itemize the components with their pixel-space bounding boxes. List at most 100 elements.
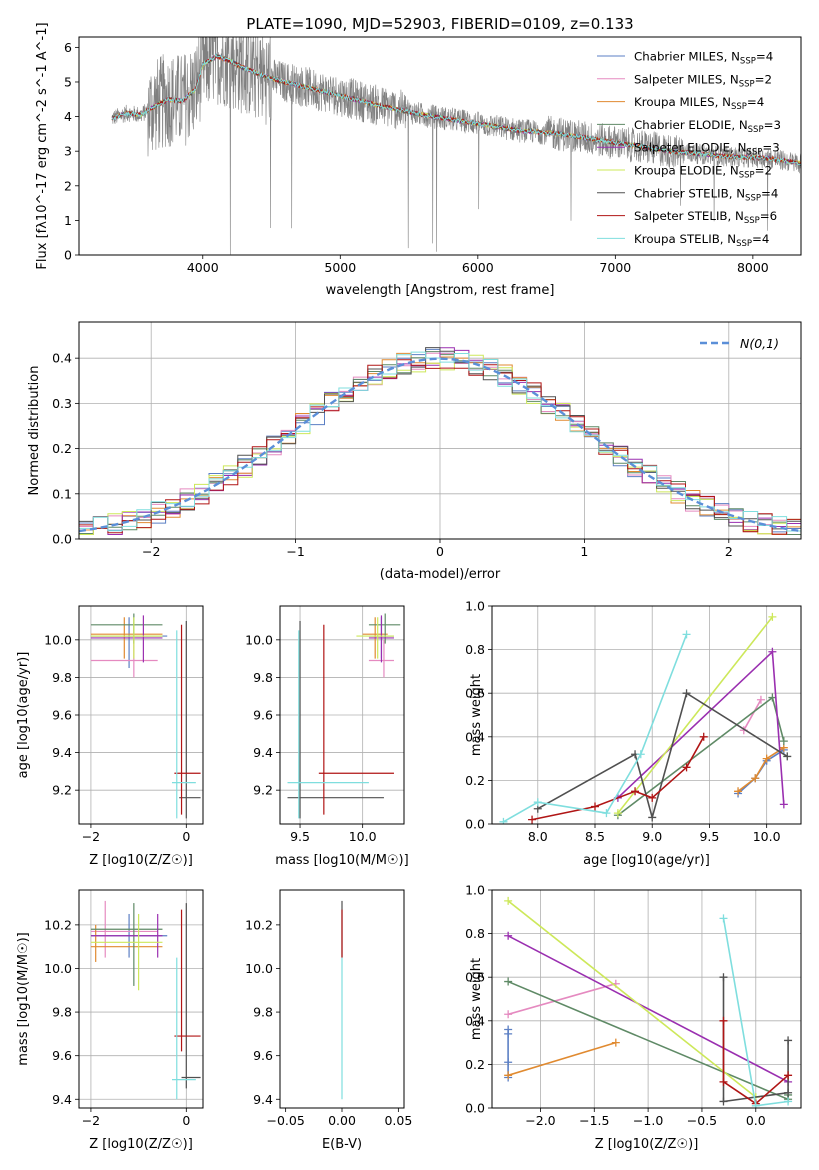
mass-weight-marker (784, 1088, 793, 1097)
x-tick-label: −2 (142, 544, 160, 559)
x-tick-label: 6000 (462, 260, 494, 275)
x-tick-label: 8.5 (585, 829, 605, 844)
mass-weight-line (737, 747, 785, 792)
massweight-vs-age-y-axis-label: mass weight (469, 674, 484, 756)
x-tick-label: −1.0 (633, 1113, 663, 1128)
x-tick-label: 8.0 (528, 829, 548, 844)
histogram-step-line (79, 359, 801, 535)
y-tick-label: 0.1 (52, 486, 72, 501)
x-tick-label: −2 (82, 1113, 100, 1128)
mass-weight-marker (784, 1071, 793, 1080)
legend-entry: Kroupa STELIB, NSSP=4 (634, 232, 769, 249)
x-tick-label: −1 (286, 544, 304, 559)
mass-weight-marker (768, 612, 777, 621)
mass-weight-line (507, 1041, 617, 1077)
y-tick-label: 10.2 (245, 917, 273, 932)
y-tick-label: 10.0 (245, 961, 273, 976)
x-tick-label: 4000 (187, 260, 219, 275)
y-tick-label: 0.0 (465, 1101, 485, 1116)
massweight-vs-Z-plot-area (492, 890, 801, 1108)
x-tick-label: −0.05 (266, 1113, 304, 1128)
mass-vs-ebv-x-axis-label: E(B-V) (322, 1137, 362, 1152)
histogram-step-line (79, 347, 801, 530)
y-tick-label: 9.2 (253, 783, 273, 798)
mass-vs-Z-y-axis-label: mass [log10(M/M☉)] (16, 932, 31, 1065)
legend-subscript: SSP (748, 125, 764, 135)
mass-weight-marker (504, 977, 513, 986)
mass-weight-marker (591, 802, 599, 811)
y-tick-label: 0.8 (465, 926, 485, 941)
age-vs-Z-plot-area (79, 606, 203, 824)
mass-weight-marker (783, 752, 792, 761)
x-tick-label: 9.5 (699, 829, 719, 844)
mass-weight-marker (631, 787, 640, 796)
x-tick-label: 7000 (599, 260, 631, 275)
mass-weight-line (531, 736, 705, 821)
histogram-legend-label: N(0,1) (740, 336, 779, 351)
age-vs-mass-plot-area (280, 606, 404, 824)
mass-weight-marker (533, 798, 542, 807)
mass-weight-marker (504, 896, 513, 905)
y-tick-label: 0.4 (52, 351, 72, 366)
legend-nssp: =3 (762, 141, 779, 155)
x-tick-label: 9.5 (290, 829, 310, 844)
mass-weight-line (507, 982, 617, 1016)
histogram-y-axis-label: Normed distribution (27, 366, 42, 496)
y-tick-label: 0.2 (465, 1057, 485, 1072)
massweight-vs-metallicity-panel: −2.0 −1.5 −1.0 −0.5 0.0 0.0 0.2 0.4 0.6 0.8 1.0 Z [… (465, 883, 802, 1152)
age-vs-metallicity-panel: −2 0 9.2 9.4 9.6 9.8 10.0 Z [log10(Z/Z☉)] age [l… (16, 605, 204, 868)
y-tick-label: 9.6 (52, 1048, 72, 1063)
massweight-vs-age-frame (491, 605, 802, 825)
histogram-step-line (79, 347, 801, 535)
spectrum-plot-area (111, 37, 801, 255)
massweight-vs-Z-y-axis-label: mass weight (469, 958, 484, 1040)
legend-subscript: SSP (731, 102, 747, 112)
legend-nssp: =4 (756, 50, 773, 64)
mass-weight-marker (751, 1101, 760, 1108)
legend-nssp: =4 (761, 186, 778, 200)
legend-entry: Chabrier STELIB, NSSP=4 (634, 186, 778, 203)
mass-weight-marker (756, 695, 765, 704)
mass-vs-Z-frame (78, 889, 204, 1109)
age-vs-mass-panel: 9.5 10.0 9.2 9.4 9.6 9.8 10.0 mass [log10(M/M☉)… (245, 605, 409, 868)
normal-reference-curve (79, 357, 801, 533)
y-tick-label: 0.4 (465, 1013, 485, 1028)
mass-weight-marker (613, 809, 622, 818)
legend-entry: Salpeter ELODIE, NSSP=3 (634, 141, 780, 158)
massweight-vs-Z-x-axis-label: Z [log10(Z/Z☉)] (595, 1137, 699, 1152)
mass-weight-marker (682, 763, 691, 772)
age-vs-Z-x-axis-label: Z [log10(Z/Z☉)] (89, 853, 193, 868)
y-tick-label: 2 (64, 178, 72, 193)
mass-weight-marker (762, 754, 771, 763)
y-tick-label: 1 (64, 213, 72, 228)
massweight-vs-Z-frame (491, 889, 802, 1109)
y-tick-label: 9.4 (52, 745, 72, 760)
histogram-step-line (79, 351, 801, 532)
legend-entry: Kroupa ELODIE, NSSP=2 (634, 164, 772, 181)
x-tick-label: −1.5 (579, 1113, 609, 1128)
x-tick-label: 2 (725, 544, 733, 559)
mass-weight-marker (648, 813, 657, 822)
y-tick-label: 9.8 (253, 670, 273, 685)
mass-weight-line (507, 900, 757, 1098)
mass-weight-line (617, 616, 774, 814)
mass-weight-marker (636, 750, 645, 759)
mass-weight-marker (779, 800, 788, 809)
mass-weight-marker (611, 1038, 620, 1047)
mass-weight-marker (682, 689, 691, 698)
legend-subscript: SSP (740, 57, 756, 67)
spectrum-frame (78, 36, 802, 256)
histogram-step-line (79, 353, 801, 535)
y-tick-label: 4 (64, 109, 72, 124)
spectrum-panel: 4000 5000 6000 7000 8000 0 1 2 3 4 5 6 wavelength [A… (35, 22, 802, 298)
y-tick-label: 9.8 (52, 670, 72, 685)
y-tick-label: 10.0 (44, 632, 72, 647)
y-tick-label: 10.0 (44, 961, 72, 976)
y-tick-label: 1.0 (465, 599, 485, 614)
legend-entry: Kroupa MILES, NSSP=4 (634, 95, 764, 112)
legend-subscript: SSP (739, 79, 755, 89)
x-tick-label: 1 (580, 544, 588, 559)
y-tick-label: 9.2 (52, 783, 72, 798)
y-tick-label: 0.6 (465, 970, 485, 985)
y-tick-label: 6 (64, 40, 72, 55)
